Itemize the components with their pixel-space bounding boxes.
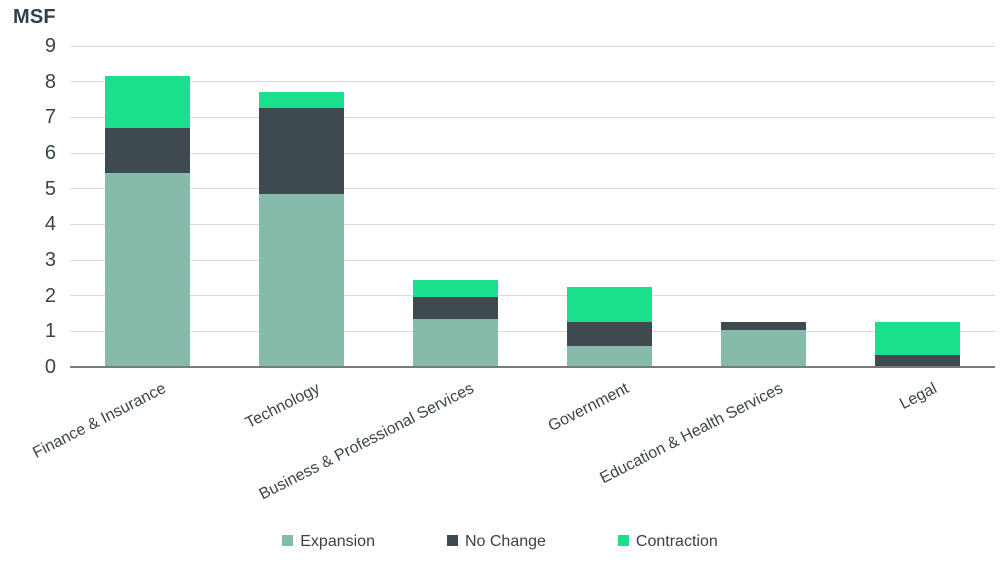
- legend-item-expansion: Expansion: [282, 533, 375, 551]
- gridline: [70, 330, 995, 332]
- y-tick-label: 2: [44, 284, 56, 307]
- y-axis-tick-labels: 0 1 2 3 4 5 6 7 8 9: [0, 35, 56, 378]
- bar-segment-no-change: [104, 128, 190, 173]
- y-tick-label: 7: [44, 106, 56, 129]
- y-tick-label: 8: [44, 70, 56, 93]
- x-tick-label: Government: [545, 380, 632, 436]
- gridline: [70, 188, 995, 190]
- bar-segment-expansion: [258, 194, 344, 367]
- bar-segment-contraction: [104, 76, 190, 129]
- legend-label: No Change: [464, 533, 546, 550]
- bar-segment-no-change: [258, 108, 344, 195]
- gridline: [70, 152, 995, 154]
- bar-segment-no-change: [875, 354, 961, 367]
- y-tick-label: 1: [44, 320, 56, 343]
- bar-segment-contraction: [258, 92, 344, 109]
- gridline: [70, 223, 995, 225]
- legend-swatch: [446, 534, 458, 546]
- bar-segment-no-change: [412, 297, 498, 319]
- bar-segment-expansion: [104, 172, 190, 367]
- x-axis-labels: Finance & Insurance Technology Business & …: [30, 380, 995, 530]
- gridline: [70, 81, 995, 83]
- legend-item-no-change: No Change: [446, 533, 546, 551]
- y-tick-label: 3: [44, 249, 56, 271]
- plot-area: [70, 45, 995, 368]
- legend-swatch: [617, 534, 629, 546]
- x-tick-label: Legal: [897, 380, 940, 413]
- legend: Expansion No Change Contraction: [0, 533, 1000, 551]
- gridline: [70, 259, 995, 261]
- y-tick-label: 0: [44, 356, 56, 378]
- y-axis-title: MSF: [13, 6, 56, 28]
- bar-segment-no-change: [721, 322, 807, 330]
- legend-item-contraction: Contraction: [617, 533, 718, 551]
- bar-segment-contraction: [412, 279, 498, 298]
- x-tick-label: Finance & Insurance: [30, 380, 169, 462]
- legend-swatch: [282, 534, 294, 546]
- y-tick-label: 9: [44, 35, 56, 57]
- bar-segment-contraction: [567, 286, 653, 323]
- gridline: [70, 45, 995, 47]
- bar-segment-no-change: [567, 322, 653, 346]
- x-tick-label: Technology: [243, 380, 323, 432]
- y-tick-label: 5: [44, 177, 56, 200]
- y-tick-label: 6: [44, 142, 56, 164]
- bar-segment-expansion: [567, 345, 653, 367]
- gridline: [70, 116, 995, 118]
- legend-label: Contraction: [635, 533, 718, 550]
- legend-label: Expansion: [300, 533, 375, 550]
- bar-segment-expansion: [721, 329, 807, 367]
- bar-segment-expansion: [412, 318, 498, 367]
- bar-segment-contraction: [875, 322, 961, 355]
- x-axis-baseline: [70, 366, 995, 368]
- gridline: [70, 295, 995, 297]
- y-tick-label: 4: [44, 213, 56, 236]
